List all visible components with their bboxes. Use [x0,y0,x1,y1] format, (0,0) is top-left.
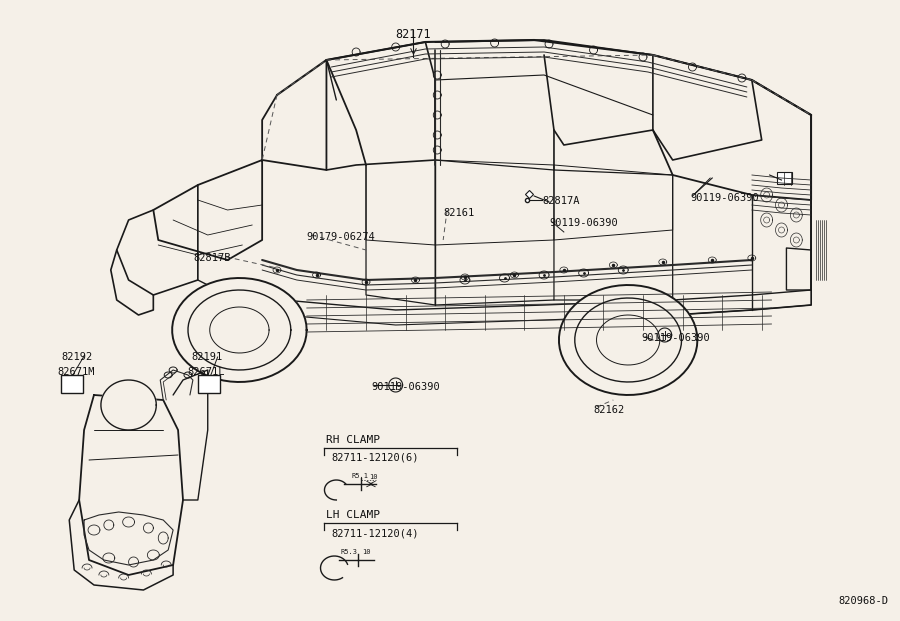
Text: 82671M: 82671M [58,367,94,377]
Text: 82671L: 82671L [187,367,224,377]
Text: 90179-06274: 90179-06274 [307,232,375,242]
Polygon shape [559,285,698,395]
Text: 10: 10 [369,474,377,480]
Text: 90119-06390: 90119-06390 [690,193,760,203]
Text: 82711-12120(6): 82711-12120(6) [331,453,418,463]
Text: 82161: 82161 [443,208,474,218]
Text: 82192: 82192 [61,352,93,362]
Polygon shape [172,278,307,382]
Text: 82817B: 82817B [193,253,230,263]
Text: 820968-D: 820968-D [839,596,889,606]
Text: 82191: 82191 [191,352,222,362]
Text: 90119-06390: 90119-06390 [549,218,617,228]
Text: 82711-12120(4): 82711-12120(4) [331,528,418,538]
Text: 90119-06390: 90119-06390 [371,382,440,392]
Text: RH CLAMP: RH CLAMP [327,435,381,445]
Text: R5.1: R5.1 [351,473,368,479]
Text: LH CLAMP: LH CLAMP [327,510,381,520]
Text: 82817A: 82817A [542,196,580,206]
Polygon shape [101,380,157,430]
Text: 82171: 82171 [396,28,431,41]
Bar [777,172,792,184]
Bar [61,375,83,393]
Text: 90119-06390: 90119-06390 [641,333,710,343]
Text: R5.3: R5.3 [340,549,357,555]
Text: 10: 10 [362,549,371,555]
Bar [198,375,220,393]
Text: 82162: 82162 [593,405,625,415]
